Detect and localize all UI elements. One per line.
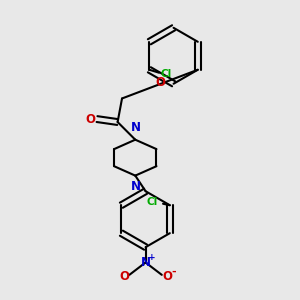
Text: N: N <box>141 256 151 269</box>
Text: N: N <box>131 180 141 193</box>
Text: O: O <box>85 112 95 126</box>
Text: N: N <box>131 122 141 134</box>
Text: O: O <box>162 270 172 283</box>
Text: Cl: Cl <box>147 197 158 207</box>
Text: +: + <box>148 253 156 262</box>
Text: Cl: Cl <box>160 69 172 79</box>
Text: O: O <box>119 270 129 283</box>
Text: -: - <box>172 266 176 276</box>
Text: O: O <box>155 76 165 89</box>
